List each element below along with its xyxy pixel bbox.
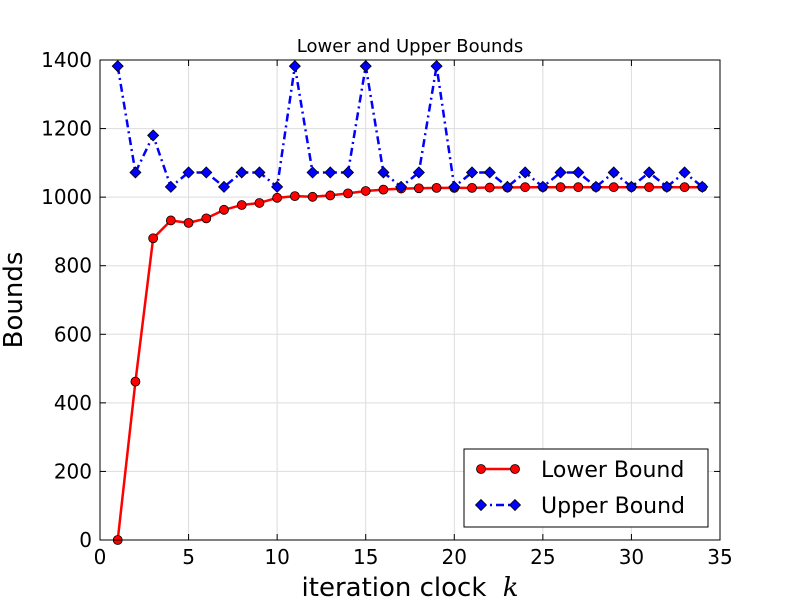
data-point-upper-bound — [111, 60, 124, 73]
data-point-upper-bound — [519, 166, 532, 179]
data-point-lower-bound — [289, 191, 300, 202]
data-point-upper-bound — [395, 180, 408, 193]
data-point-lower-bound — [236, 200, 247, 210]
data-point-lower-bound — [573, 182, 584, 193]
data-point-upper-bound — [359, 60, 372, 73]
data-point-upper-bound — [324, 166, 337, 179]
data-point-lower-bound — [378, 184, 389, 195]
data-point-lower-bound — [183, 217, 194, 228]
legend-marker-lower-bound-right — [510, 464, 520, 474]
data-point-lower-bound — [520, 182, 531, 193]
data-point-upper-bound — [377, 166, 390, 179]
y-tick-label: 1000 — [41, 185, 92, 209]
data-point-lower-bound — [360, 186, 371, 196]
data-point-upper-bound — [643, 166, 656, 179]
axis-tick-labels: 0 5 10 15 20 25 30 35 0 200 400 600 800 1000 1200 1400 — [41, 48, 733, 569]
data-point-lower-bound — [413, 183, 424, 194]
data-point-lower-bound — [431, 182, 442, 193]
y-tick-label: 1400 — [41, 48, 92, 72]
legend-label-upper-bound: Upper Bound — [541, 494, 685, 519]
data-point-upper-bound — [129, 166, 142, 179]
data-point-upper-bound — [483, 166, 496, 179]
data-point-upper-bound — [448, 180, 461, 193]
series-line-upper-bound — [116, 64, 704, 189]
x-tick-label: 30 — [619, 545, 644, 569]
data-point-lower-bound — [484, 182, 495, 193]
data-point-lower-bound — [307, 191, 318, 202]
series-markers — [111, 60, 709, 545]
legend-box — [463, 448, 709, 528]
data-point-upper-bound — [660, 180, 673, 193]
legend-marker-lower-bound-left — [476, 464, 486, 474]
data-point-upper-bound — [589, 180, 603, 193]
data-point-upper-bound — [430, 60, 443, 73]
x-axis-label: iteration clock k — [302, 573, 519, 600]
y-tick-label: 0 — [79, 528, 92, 552]
x-axis-label-variable: k — [503, 573, 519, 600]
data-point-lower-bound — [644, 182, 655, 193]
grid — [100, 60, 720, 540]
x-tick-label: 20 — [442, 545, 467, 569]
x-tick-label: 10 — [264, 545, 289, 569]
data-point-lower-bound — [555, 182, 566, 193]
chart-title: Lower and Upper Bounds — [297, 36, 523, 57]
legend-marker-upper-bound-right — [508, 498, 522, 512]
legend-marker-upper-bound-left — [474, 498, 488, 512]
y-tick-label: 400 — [54, 391, 92, 415]
y-axis-label: Bounds — [0, 252, 29, 349]
x-axis-label-text: iteration clock — [302, 573, 487, 600]
x-tick-label: 5 — [182, 545, 195, 569]
data-point-upper-bound — [607, 166, 620, 179]
data-point-lower-bound — [608, 182, 619, 193]
data-point-lower-bound — [272, 192, 283, 203]
data-point-upper-bound — [164, 180, 177, 193]
data-point-lower-bound — [165, 215, 176, 226]
data-point-upper-bound — [625, 180, 638, 193]
series-lines — [116, 64, 704, 541]
x-tick-label: 15 — [353, 545, 378, 569]
y-tick-label: 200 — [54, 459, 92, 483]
data-point-lower-bound — [679, 182, 690, 193]
data-point-upper-bound — [572, 166, 585, 179]
data-point-upper-bound — [554, 166, 567, 179]
data-point-lower-bound — [467, 182, 477, 193]
data-point-lower-bound — [130, 376, 141, 387]
data-point-upper-bound — [465, 166, 479, 179]
data-point-lower-bound — [219, 204, 229, 215]
data-point-upper-bound — [235, 166, 248, 179]
series-line-lower-bound — [116, 185, 703, 541]
data-point-lower-bound — [325, 190, 336, 201]
plot-frame — [99, 59, 721, 541]
axis-ticks — [99, 59, 721, 541]
data-point-upper-bound — [696, 180, 709, 193]
data-point-upper-bound — [501, 180, 514, 193]
data-point-upper-bound — [678, 166, 691, 179]
data-point-upper-bound — [200, 166, 213, 179]
data-point-upper-bound — [288, 60, 301, 73]
data-point-upper-bound — [182, 166, 195, 179]
data-point-upper-bound — [217, 180, 231, 193]
data-point-lower-bound — [148, 233, 159, 244]
y-tick-label: 800 — [54, 254, 92, 278]
data-point-upper-bound — [536, 180, 549, 193]
data-point-upper-bound — [412, 166, 425, 179]
data-point-upper-bound — [147, 129, 160, 142]
x-tick-label: 25 — [530, 545, 555, 569]
data-point-upper-bound — [341, 166, 355, 179]
legend-label-lower-bound: Lower Bound — [541, 458, 684, 483]
data-point-upper-bound — [253, 166, 266, 179]
data-point-upper-bound — [271, 180, 284, 193]
x-tick-label: 35 — [707, 545, 732, 569]
data-point-lower-bound — [343, 188, 353, 199]
data-point-upper-bound — [306, 166, 319, 179]
y-tick-label: 600 — [54, 322, 92, 346]
legend: Lower Bound Upper Bound — [463, 448, 709, 528]
y-tick-label: 1200 — [41, 117, 92, 141]
x-tick-label: 0 — [94, 545, 107, 569]
data-point-lower-bound — [201, 213, 212, 224]
data-point-lower-bound — [254, 198, 265, 208]
